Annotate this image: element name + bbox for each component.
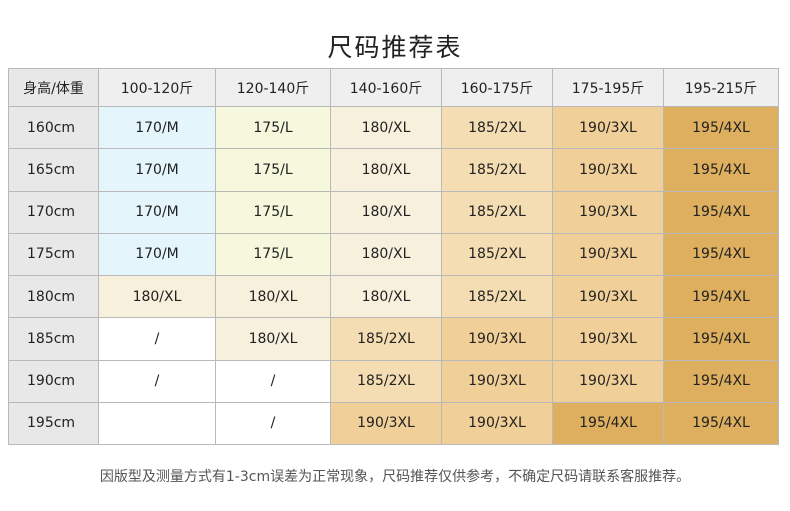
size-cell: 195/4XL bbox=[664, 149, 779, 192]
row-height-label: 175cm bbox=[9, 233, 99, 276]
size-cell: 175/L bbox=[216, 107, 331, 150]
size-cell: 170/M bbox=[99, 107, 216, 150]
size-cell: 190/3XL bbox=[553, 107, 664, 150]
size-cell: 190/3XL bbox=[553, 233, 664, 276]
column-header: 175-195斤 bbox=[553, 69, 664, 107]
row-height-label: 170cm bbox=[9, 191, 99, 234]
size-cell: 170/M bbox=[99, 149, 216, 192]
page-title: 尺码推荐表 bbox=[327, 33, 463, 62]
size-cell: 190/3XL bbox=[553, 191, 664, 234]
size-cell: 180/XL bbox=[99, 276, 216, 319]
size-cell: 195/4XL bbox=[664, 360, 779, 403]
corner-header: 身高/体重 bbox=[9, 69, 99, 107]
size-cell: 175/L bbox=[216, 233, 331, 276]
column-header: 160-175斤 bbox=[442, 69, 553, 107]
size-cell: 175/L bbox=[216, 149, 331, 192]
size-cell: 195/4XL bbox=[664, 318, 779, 361]
column-header: 195-215斤 bbox=[664, 69, 779, 107]
size-cell: 180/XL bbox=[331, 107, 442, 150]
size-cell: 185/2XL bbox=[442, 276, 553, 319]
size-cell: 175/L bbox=[216, 191, 331, 234]
size-cell: 185/2XL bbox=[442, 233, 553, 276]
size-cell: 195/4XL bbox=[664, 191, 779, 234]
size-cell: / bbox=[99, 360, 216, 403]
row-height-label: 195cm bbox=[9, 402, 99, 445]
size-cell: 190/3XL bbox=[553, 276, 664, 319]
size-cell: 185/2XL bbox=[331, 318, 442, 361]
size-chart-table: 身高/体重 100-120斤 120-140斤 140-160斤 160-175… bbox=[8, 68, 779, 445]
size-cell: 170/M bbox=[99, 233, 216, 276]
size-cell: / bbox=[216, 360, 331, 403]
row-height-label: 165cm bbox=[9, 149, 99, 192]
size-cell: 195/4XL bbox=[664, 276, 779, 319]
size-cell: 190/3XL bbox=[553, 318, 664, 361]
size-cell: 180/XL bbox=[331, 276, 442, 319]
size-cell: 180/XL bbox=[216, 276, 331, 319]
size-cell bbox=[99, 402, 216, 445]
row-height-label: 160cm bbox=[9, 107, 99, 150]
size-cell: 195/4XL bbox=[664, 233, 779, 276]
size-cell: / bbox=[216, 402, 331, 445]
size-cell: 180/XL bbox=[216, 318, 331, 361]
size-cell: 195/4XL bbox=[553, 402, 664, 445]
size-cell: 190/3XL bbox=[553, 149, 664, 192]
size-cell: 180/XL bbox=[331, 191, 442, 234]
size-cell: 190/3XL bbox=[442, 318, 553, 361]
column-header: 120-140斤 bbox=[216, 69, 331, 107]
size-cell: 185/2XL bbox=[442, 107, 553, 150]
size-cell: 185/2XL bbox=[331, 360, 442, 403]
row-height-label: 185cm bbox=[9, 318, 99, 361]
column-header: 140-160斤 bbox=[331, 69, 442, 107]
size-cell: 185/2XL bbox=[442, 149, 553, 192]
size-cell: 195/4XL bbox=[664, 107, 779, 150]
size-cell: 190/3XL bbox=[553, 360, 664, 403]
size-cell: 180/XL bbox=[331, 233, 442, 276]
size-cell: 190/3XL bbox=[331, 402, 442, 445]
size-cell: / bbox=[99, 318, 216, 361]
row-height-label: 190cm bbox=[9, 360, 99, 403]
size-cell: 170/M bbox=[99, 191, 216, 234]
size-cell: 190/3XL bbox=[442, 360, 553, 403]
size-cell: 185/2XL bbox=[442, 191, 553, 234]
size-cell: 195/4XL bbox=[664, 402, 779, 445]
size-cell: 190/3XL bbox=[442, 402, 553, 445]
footnote: 因版型及测量方式有1-3cm误差为正常现象，尺码推荐仅供参考，不确定尺码请联系客… bbox=[99, 469, 691, 485]
column-header: 100-120斤 bbox=[99, 69, 216, 107]
row-height-label: 180cm bbox=[9, 276, 99, 319]
size-cell: 180/XL bbox=[331, 149, 442, 192]
